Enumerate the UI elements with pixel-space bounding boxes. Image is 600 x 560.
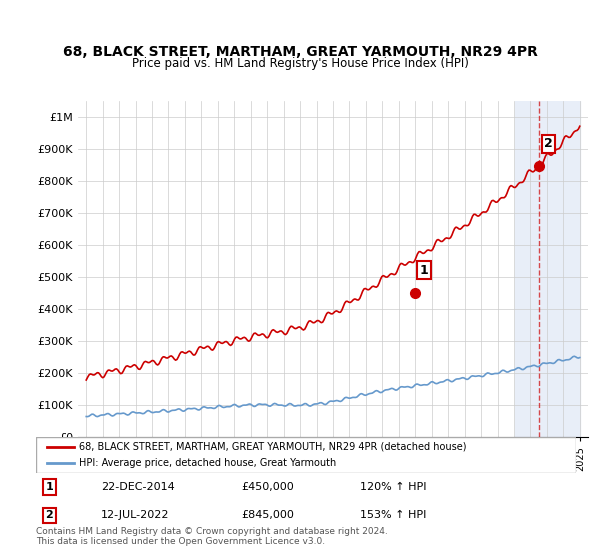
Text: 68, BLACK STREET, MARTHAM, GREAT YARMOUTH, NR29 4PR (detached house): 68, BLACK STREET, MARTHAM, GREAT YARMOUT…	[79, 442, 467, 452]
Text: 1: 1	[46, 482, 53, 492]
Text: HPI: Average price, detached house, Great Yarmouth: HPI: Average price, detached house, Grea…	[79, 458, 337, 468]
Text: 2: 2	[46, 510, 53, 520]
Text: Price paid vs. HM Land Registry's House Price Index (HPI): Price paid vs. HM Land Registry's House …	[131, 57, 469, 70]
Text: 2: 2	[544, 137, 553, 150]
Text: £845,000: £845,000	[241, 510, 294, 520]
Text: Contains HM Land Registry data © Crown copyright and database right 2024.
This d: Contains HM Land Registry data © Crown c…	[36, 526, 388, 546]
Text: 120% ↑ HPI: 120% ↑ HPI	[360, 482, 427, 492]
Text: 1: 1	[419, 264, 428, 277]
FancyBboxPatch shape	[36, 437, 576, 473]
Text: 22-DEC-2014: 22-DEC-2014	[101, 482, 175, 492]
Text: 12-JUL-2022: 12-JUL-2022	[101, 510, 169, 520]
Text: £450,000: £450,000	[241, 482, 294, 492]
Text: 68, BLACK STREET, MARTHAM, GREAT YARMOUTH, NR29 4PR: 68, BLACK STREET, MARTHAM, GREAT YARMOUT…	[62, 45, 538, 59]
Text: 153% ↑ HPI: 153% ↑ HPI	[360, 510, 427, 520]
